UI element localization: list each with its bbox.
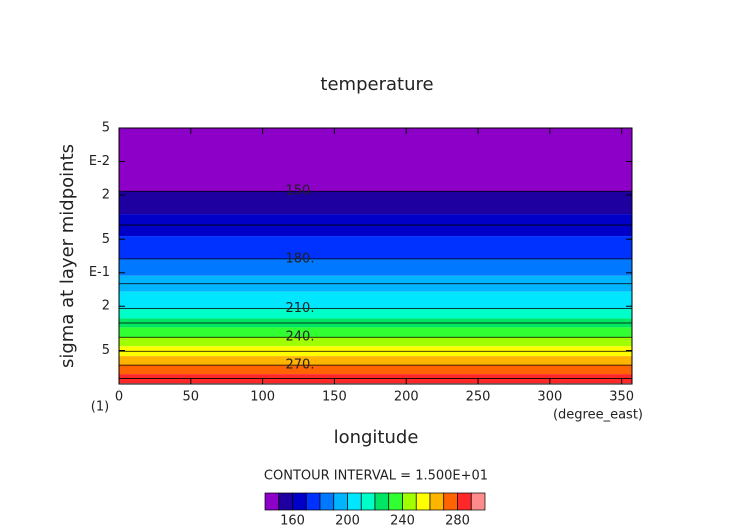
colorbar-label: 200 (335, 514, 360, 529)
colorbar-box (360, 492, 376, 511)
x-axis-unit: (degree_east) (553, 408, 643, 423)
colorbar-box (347, 492, 362, 511)
y-tick-label: 5 (102, 232, 110, 247)
colorbar-box (292, 492, 307, 511)
y-tick-label: E-1 (89, 265, 110, 280)
colorbar-box (319, 492, 335, 511)
contour-label: 270. (286, 358, 315, 373)
colorbar-box (402, 492, 417, 511)
y-tick-label: 5 (102, 121, 110, 136)
contour-label: 210. (286, 301, 315, 316)
colorbar-box (333, 492, 348, 511)
colorbar-box (470, 492, 486, 511)
x-tick-label: 300 (537, 390, 562, 405)
x-tick-label: 50 (183, 390, 200, 405)
contour-label: 180. (286, 251, 315, 266)
shade-band (119, 191, 632, 215)
contour-interval: CONTOUR INTERVAL = 1.500E+01 (264, 469, 488, 484)
colorbar-label: 160 (280, 514, 305, 529)
shade-band (119, 308, 632, 319)
colorbar-label: 240 (390, 514, 415, 529)
y-tick-label: 5 (102, 343, 110, 358)
x-tick-label: 250 (466, 390, 491, 405)
colorbar-box (278, 492, 293, 511)
shade-band (119, 128, 632, 192)
x-axis-label: longitude (334, 427, 419, 448)
shade-band (119, 291, 632, 309)
x-tick-label: 200 (394, 390, 419, 405)
x-tick-label: 100 (250, 390, 275, 405)
contour-label: 150. (286, 184, 315, 199)
y-tick-label: (1) (91, 400, 109, 415)
colorbar-box (429, 492, 445, 511)
x-tick-label: 350 (609, 390, 634, 405)
contour-label: 240. (286, 330, 315, 345)
shade-band (119, 365, 632, 375)
colorbar-box (443, 492, 458, 511)
colorbar-box (374, 492, 390, 511)
colorbar-box (305, 492, 321, 511)
y-axis-label: sigma at layer midpoints (57, 144, 78, 368)
y-tick-label: 2 (102, 187, 110, 202)
shade-band (119, 337, 632, 347)
y-tick-label: 2 (102, 299, 110, 314)
colorbar-box (264, 492, 280, 511)
shade-band (119, 258, 632, 276)
colorbar-box (415, 492, 431, 511)
colorbar-box (457, 492, 472, 511)
y-tick-label: E-2 (89, 154, 110, 169)
shade-band (119, 327, 632, 338)
chart-title: temperature (320, 74, 433, 95)
colorbar-box (388, 492, 403, 511)
shade-band (119, 236, 632, 259)
x-tick-label: 0 (115, 390, 123, 405)
plot-frame (118, 127, 633, 385)
x-tick-label: 150 (322, 390, 347, 405)
shade-band (119, 356, 632, 366)
colorbar-label: 280 (445, 514, 470, 529)
